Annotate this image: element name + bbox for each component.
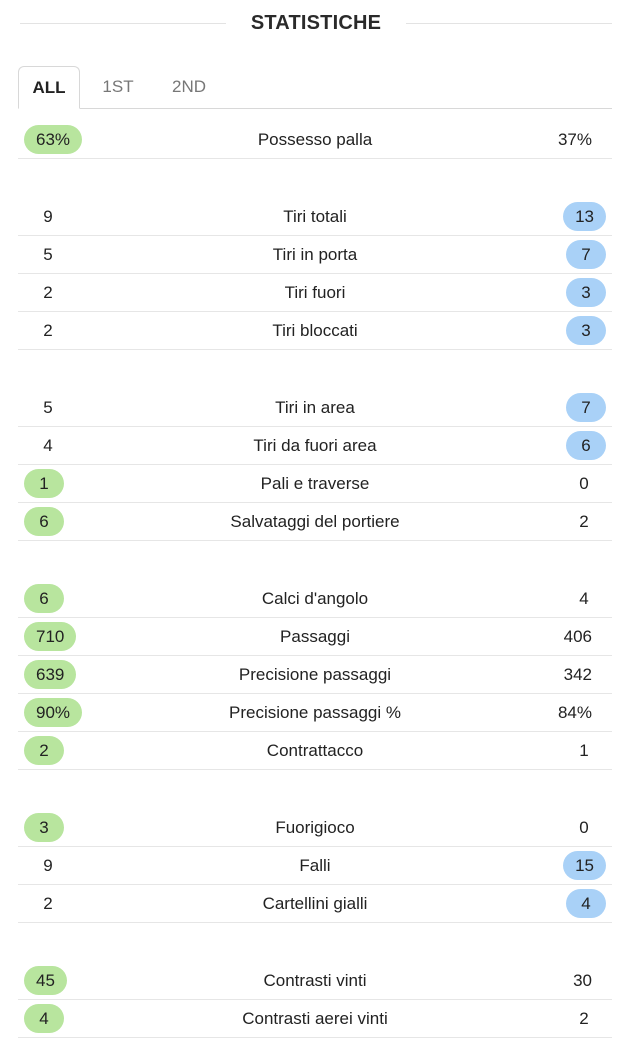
away-value: 6 bbox=[566, 431, 606, 460]
home-value: 9 bbox=[43, 856, 53, 875]
home-value: 2 bbox=[24, 736, 64, 765]
stat-label: Cartellini gialli bbox=[262, 894, 368, 913]
tab-1st[interactable]: 1ST bbox=[102, 77, 134, 96]
title-divider-right bbox=[406, 23, 612, 24]
home-value: 2 bbox=[43, 321, 53, 340]
stat-row: Salvataggi del portiere 6 2 bbox=[18, 503, 612, 541]
stats-list: Possesso palla 63% 37% Tiri totali 9 13 Tiri i… bbox=[18, 121, 612, 1038]
stat-row: Tiri in area 5 7 bbox=[18, 389, 612, 427]
stat-row: Tiri totali 9 13 bbox=[18, 198, 612, 236]
period-tabs: ALL 1ST 2ND bbox=[18, 66, 612, 109]
stat-row: Pali e traverse 1 0 bbox=[18, 465, 612, 503]
away-value: 13 bbox=[563, 202, 606, 231]
away-value: 84% bbox=[557, 703, 592, 722]
stat-row: Tiri fuori 2 3 bbox=[18, 274, 612, 312]
stat-label: Precisione passaggi % bbox=[229, 703, 401, 722]
stat-label: Contrasti vinti bbox=[263, 971, 367, 990]
stat-label: Tiri fuori bbox=[284, 283, 346, 302]
home-value: 4 bbox=[43, 436, 53, 455]
group-spacer bbox=[18, 770, 612, 809]
stat-label: Possesso palla bbox=[257, 130, 373, 149]
home-value: 5 bbox=[43, 245, 53, 264]
home-value: 639 bbox=[24, 660, 77, 689]
stat-label: Precisione passaggi bbox=[238, 665, 392, 684]
stat-label: Salvataggi del portiere bbox=[230, 512, 400, 531]
away-value: 4 bbox=[579, 589, 589, 608]
away-value: 0 bbox=[579, 474, 589, 493]
stat-label: Falli bbox=[299, 856, 331, 875]
stat-row: Cartellini gialli 2 4 bbox=[18, 885, 612, 923]
away-value: 2 bbox=[579, 1009, 589, 1028]
stat-row: Precisione passaggi % 90% 84% bbox=[18, 694, 612, 732]
away-value: 15 bbox=[563, 851, 606, 880]
stat-row: Contrattacco 2 1 bbox=[18, 732, 612, 770]
home-value: 2 bbox=[43, 894, 53, 913]
stat-label: Tiri totali bbox=[283, 207, 347, 226]
stat-row: Passaggi 710 406 bbox=[18, 618, 612, 656]
home-value: 6 bbox=[24, 584, 64, 613]
home-value: 45 bbox=[24, 966, 67, 995]
group-spacer bbox=[18, 541, 612, 580]
home-value: 5 bbox=[43, 398, 53, 417]
home-value: 3 bbox=[24, 813, 64, 842]
home-value: 710 bbox=[24, 622, 77, 651]
title-divider-left bbox=[20, 23, 226, 24]
group-spacer bbox=[18, 923, 612, 962]
home-value: 9 bbox=[43, 207, 53, 226]
home-value: 1 bbox=[24, 469, 64, 498]
stat-label: Fuorigioco bbox=[275, 818, 355, 837]
home-value: 63% bbox=[24, 125, 83, 154]
away-value: 30 bbox=[573, 971, 592, 990]
home-value: 90% bbox=[24, 698, 83, 727]
stat-label: Tiri da fuori area bbox=[253, 436, 377, 455]
stat-row: Tiri bloccati 2 3 bbox=[18, 312, 612, 350]
stat-label: Tiri in porta bbox=[272, 245, 358, 264]
away-value: 4 bbox=[566, 889, 606, 918]
group-spacer bbox=[18, 350, 612, 389]
tab-all[interactable]: ALL bbox=[18, 66, 80, 109]
away-value: 3 bbox=[566, 278, 606, 307]
stat-row: Contrasti aerei vinti 4 2 bbox=[18, 1000, 612, 1038]
stat-row: Falli 9 15 bbox=[18, 847, 612, 885]
away-value: 2 bbox=[579, 512, 589, 531]
stat-label: Calci d'angolo bbox=[261, 589, 369, 608]
stat-label: Contrasti aerei vinti bbox=[242, 1009, 388, 1028]
away-value: 3 bbox=[566, 316, 606, 345]
stats-header: STATISTICHE bbox=[20, 6, 612, 40]
stat-label: Tiri in area bbox=[275, 398, 355, 417]
away-value: 406 bbox=[563, 627, 592, 646]
away-value: 342 bbox=[563, 665, 592, 684]
away-value: 37% bbox=[557, 130, 592, 149]
stat-row: Tiri da fuori area 4 6 bbox=[18, 427, 612, 465]
stat-row: Precisione passaggi 639 342 bbox=[18, 656, 612, 694]
away-value: 7 bbox=[566, 393, 606, 422]
stat-row: Fuorigioco 3 0 bbox=[18, 809, 612, 847]
stat-row: Calci d'angolo 6 4 bbox=[18, 580, 612, 618]
stat-row: Possesso palla 63% 37% bbox=[18, 121, 612, 159]
home-value: 4 bbox=[24, 1004, 64, 1033]
page-title: STATISTICHE bbox=[240, 11, 392, 35]
tab-2nd[interactable]: 2ND bbox=[171, 77, 206, 96]
home-value: 2 bbox=[43, 283, 53, 302]
home-value: 6 bbox=[24, 507, 64, 536]
away-value: 1 bbox=[579, 741, 589, 760]
stat-label: Pali e traverse bbox=[260, 474, 370, 493]
group-spacer bbox=[18, 159, 612, 198]
away-value: 7 bbox=[566, 240, 606, 269]
stat-row: Tiri in porta 5 7 bbox=[18, 236, 612, 274]
stat-label: Tiri bloccati bbox=[272, 321, 358, 340]
stat-row: Contrasti vinti 45 30 bbox=[18, 962, 612, 1000]
away-value: 0 bbox=[579, 818, 589, 837]
stat-label: Contrattacco bbox=[266, 741, 364, 760]
stat-label: Passaggi bbox=[280, 627, 350, 646]
